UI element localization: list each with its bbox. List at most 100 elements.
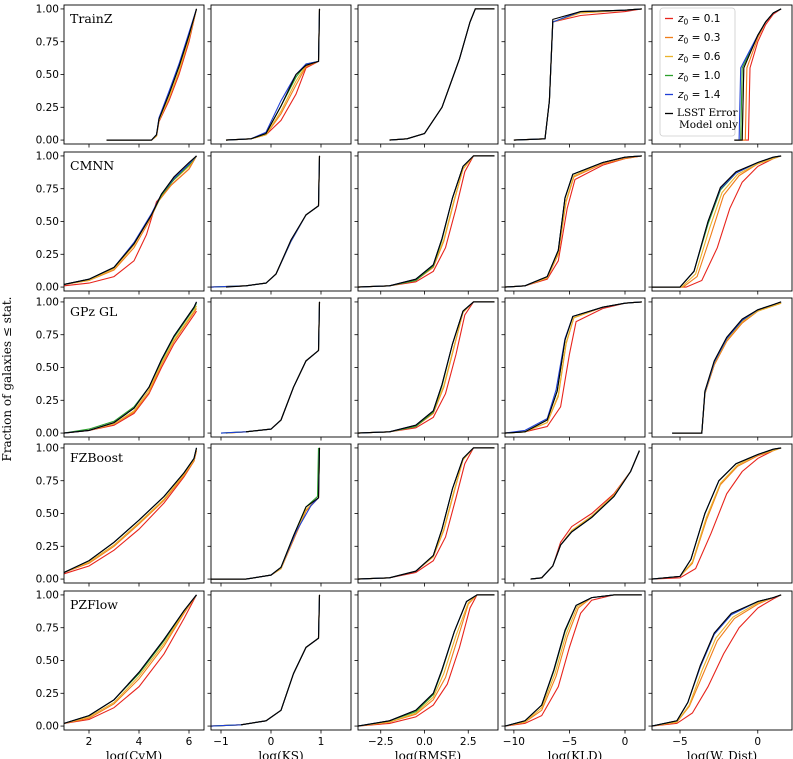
x-axis-label: log(KLD) bbox=[548, 749, 603, 759]
series-line-5 bbox=[357, 594, 495, 727]
legend-item: z0 = 1.0 bbox=[665, 70, 720, 84]
x-tick-label: 0.0 bbox=[416, 736, 433, 748]
series-line-1 bbox=[63, 450, 198, 575]
axes-frame bbox=[651, 590, 793, 731]
axes-frame bbox=[504, 443, 646, 584]
y-tick-label: 0.50 bbox=[36, 216, 59, 228]
x-tick-label: −5 bbox=[672, 736, 687, 748]
series-line-6 bbox=[357, 155, 495, 288]
y-tick-label: 0.25 bbox=[36, 541, 59, 553]
series-line-4 bbox=[734, 8, 782, 141]
series-line-1 bbox=[357, 447, 495, 580]
series-line-4 bbox=[651, 447, 782, 580]
panel-pzflow-ks: −1 0 1 log(KS) bbox=[207, 590, 352, 759]
series-line-2 bbox=[651, 594, 782, 727]
y-tick-label: 0.50 bbox=[36, 655, 59, 667]
series-line-1 bbox=[513, 8, 642, 141]
series-line-1 bbox=[651, 447, 782, 580]
axes-frame bbox=[651, 297, 793, 438]
panel-cmnn-cvm: 0.00 0.25 0.50 0.75 1.00 CMNN bbox=[36, 151, 205, 295]
series-line-3 bbox=[357, 155, 495, 288]
series-line-2 bbox=[672, 302, 782, 434]
y-tick-label: 0.00 bbox=[36, 282, 59, 294]
series-line-5 bbox=[357, 447, 495, 580]
series-line-5 bbox=[210, 594, 321, 727]
series-line-3 bbox=[651, 594, 782, 727]
series-line-5 bbox=[651, 447, 782, 580]
series-line-3 bbox=[357, 301, 495, 434]
panel-cmnn-wdist bbox=[648, 151, 793, 295]
series-line-4 bbox=[210, 594, 321, 727]
series-line-6 bbox=[225, 8, 321, 141]
axes-frame bbox=[651, 443, 793, 584]
series-line-1 bbox=[530, 450, 640, 580]
series-line-3 bbox=[672, 302, 782, 434]
series-line-2 bbox=[504, 594, 642, 727]
series-line-1 bbox=[672, 301, 782, 434]
x-axis-label: log(W. Dist) bbox=[687, 749, 757, 759]
y-tick-label: 0.75 bbox=[36, 183, 59, 195]
series-line-5 bbox=[357, 155, 495, 288]
series-line-3 bbox=[357, 594, 495, 727]
axes-frame bbox=[651, 151, 793, 292]
legend-item: z0 = 0.3 bbox=[665, 32, 720, 46]
series-line-6 bbox=[513, 8, 642, 141]
series-line-1 bbox=[504, 594, 642, 727]
axes-frame bbox=[210, 297, 352, 438]
series-line-1 bbox=[63, 594, 197, 724]
y-tick-label: 0.00 bbox=[36, 574, 59, 586]
x-tick-label: −10 bbox=[503, 736, 525, 748]
series-line-4 bbox=[211, 447, 320, 580]
series-line-6 bbox=[672, 301, 782, 434]
x-tick-label: −2.5 bbox=[368, 736, 394, 748]
series-line-6 bbox=[734, 8, 782, 141]
series-line-1 bbox=[651, 594, 782, 727]
axes-frame bbox=[357, 4, 499, 145]
x-tick-label: −5 bbox=[562, 736, 577, 748]
panel-cmnn-rmse bbox=[354, 151, 499, 295]
series-line-5 bbox=[672, 301, 782, 434]
series-line-6 bbox=[63, 447, 198, 573]
panel-gpz-gl-wdist bbox=[648, 297, 793, 441]
series-line-6 bbox=[63, 301, 197, 434]
series-line-4 bbox=[357, 155, 495, 288]
panels-layer: 0.000.250.500.751.00TrainZ0.000.250.500.… bbox=[36, 4, 793, 759]
y-tick-label: 0.00 bbox=[36, 721, 59, 733]
series-line-3 bbox=[652, 155, 782, 288]
y-tick-label: 0.75 bbox=[36, 622, 59, 634]
series-line-2 bbox=[652, 155, 782, 288]
series-line-3 bbox=[651, 447, 782, 580]
series-line-4 bbox=[220, 301, 321, 434]
series-line-6 bbox=[240, 594, 321, 726]
x-tick-label: −1 bbox=[213, 736, 228, 748]
series-line-3 bbox=[210, 594, 321, 727]
series-line-4 bbox=[210, 155, 321, 288]
series-line-6 bbox=[225, 155, 321, 288]
series-line-6 bbox=[357, 594, 495, 727]
series-line-3 bbox=[63, 449, 198, 574]
x-tick-label: 4 bbox=[136, 736, 143, 748]
series-line-5 bbox=[63, 155, 197, 285]
axes-frame bbox=[210, 151, 352, 292]
panel-cmnn-kld bbox=[501, 151, 646, 295]
series-line-5 bbox=[530, 450, 640, 580]
series-line-4 bbox=[504, 301, 642, 434]
series-line-6 bbox=[504, 301, 642, 434]
panel-gpz-gl-cvm: 0.00 0.25 0.50 0.75 1.00 GPz GL bbox=[36, 297, 205, 441]
y-tick-label: 0.25 bbox=[36, 395, 59, 407]
series-line-4 bbox=[106, 8, 198, 141]
series-line-3 bbox=[225, 301, 321, 434]
series-line-2 bbox=[210, 155, 321, 288]
legend-box bbox=[659, 7, 736, 137]
series-line-4 bbox=[63, 594, 197, 724]
series-line-6 bbox=[106, 8, 198, 141]
series-line-5 bbox=[389, 8, 495, 141]
series-line-2 bbox=[225, 301, 321, 434]
panel-fzboost-ks bbox=[207, 443, 352, 587]
panel-gpz-gl-kld bbox=[501, 297, 646, 441]
series-line-5 bbox=[357, 301, 495, 434]
panel-gpz-gl-ks bbox=[207, 297, 352, 441]
series-line-2 bbox=[63, 308, 197, 434]
x-tick-label: 2 bbox=[86, 736, 93, 748]
